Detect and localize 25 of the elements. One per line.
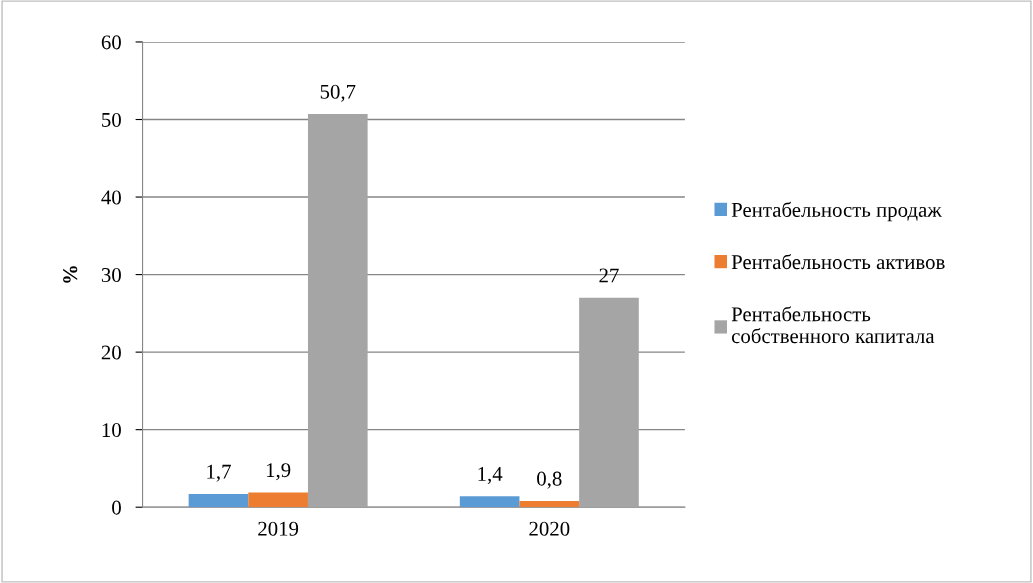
- y-tick-label: 0: [112, 500, 121, 515]
- data-label: 1,7: [207, 464, 231, 482]
- x-tick-label: 2019: [258, 521, 299, 536]
- bar: [307, 114, 368, 508]
- x-tick-label: 2020: [529, 521, 570, 536]
- data-label: 50,7: [320, 84, 356, 102]
- bar: [579, 297, 639, 508]
- legend-label: Рентабельность собственного капитала: [731, 306, 935, 344]
- y-tick-label: 20: [101, 345, 121, 360]
- data-label: 0,8: [537, 471, 562, 489]
- y-axis-title: %: [63, 266, 78, 283]
- y-tick-label: 30: [101, 267, 121, 283]
- legend-label: Рентабельность активов: [731, 254, 945, 270]
- y-tick-label: 60: [101, 35, 121, 50]
- data-label: 1,9: [266, 463, 291, 481]
- data-label: 1,4: [478, 467, 503, 485]
- data-label: 27: [599, 268, 619, 283]
- y-tick-label: 50: [102, 112, 121, 127]
- bar: [519, 501, 580, 508]
- bar: [459, 496, 520, 508]
- y-tick-label: 40: [101, 190, 121, 205]
- bar: [188, 494, 249, 508]
- y-tick-label: 10: [102, 423, 121, 438]
- legend-label: Рентабельность продаж: [731, 201, 942, 222]
- bar: [248, 492, 308, 508]
